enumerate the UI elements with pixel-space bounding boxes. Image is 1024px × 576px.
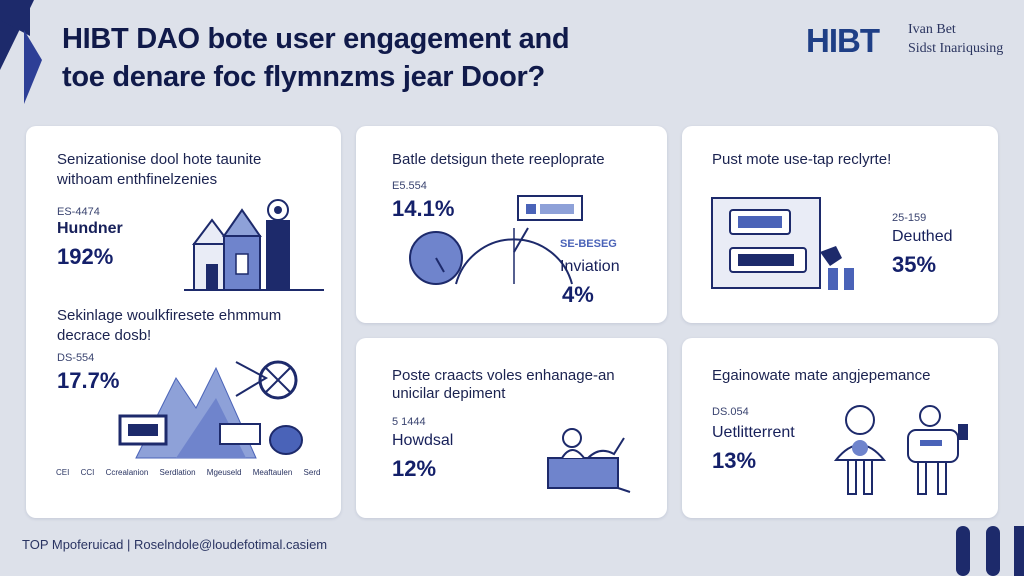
card5-code: DS.054 xyxy=(712,406,749,418)
mountain-landscape-icon xyxy=(118,360,303,459)
card1-percent-1: 192% xyxy=(57,244,114,269)
dashboard-screen-icon xyxy=(711,197,854,290)
card4-heading-line-2: unicilar depiment xyxy=(392,385,506,402)
card4-heading-line-1: Poste craacts voles enhanage-an xyxy=(392,367,615,384)
card1-heading-line-4: decrace dosb! xyxy=(57,327,152,344)
card5-percent: 13% xyxy=(712,448,757,473)
person-at-desk-icon xyxy=(547,428,631,493)
page-title: HIBT DAO bote user engagement and toe de… xyxy=(62,20,570,96)
card1-legend: CEI CCI Ccrealanion Serdlation Mgeuseld … xyxy=(56,468,336,477)
card1-heading-line-3: Sekinlage woulkfiresete ehmmum xyxy=(57,307,282,324)
card-engagement-left: Senizationise dool hote taunite withoam … xyxy=(26,126,341,518)
card1-code-1: ES-4474 xyxy=(57,206,100,218)
brand-subtitle-line-1: Ivan Bet xyxy=(908,22,956,37)
card1-percent-2: 17.7% xyxy=(57,368,120,393)
title-line-2: toe denare foc flymnzms jear Door? xyxy=(62,61,545,93)
gauge-chart-icon xyxy=(409,195,583,285)
church-building-icon xyxy=(184,199,324,291)
card3-percent: 35% xyxy=(892,252,937,277)
two-people-icon xyxy=(833,405,968,495)
card2-tag: SE-BESEG xyxy=(560,238,617,250)
card3-code: 25-159 xyxy=(892,212,927,224)
card2-percent-2: 4% xyxy=(562,282,594,307)
card1-heading-line-2: withoam enthfinelzenies xyxy=(57,171,218,188)
card4-percent: 12% xyxy=(392,456,437,481)
card-engagement-right-top: Pust mote use-tap reclyrte! 25-159 Deuth… xyxy=(682,126,998,323)
brand-subtitle: Ivan Bet Sidst Inariqusing xyxy=(908,20,1003,58)
card5-heading: Egainowate mate angjepemance xyxy=(712,367,931,384)
card4-code: 5 1444 xyxy=(392,416,426,428)
card3-heading: Pust mote use-tap reclyrte! xyxy=(712,151,892,168)
card1-heading-line-1: Senizationise dool hote taunite xyxy=(57,151,262,168)
card4-label: Howdsal xyxy=(392,432,454,449)
card5-label: Uetlitterrent xyxy=(712,424,795,441)
card-engagement-right-bottom: Egainowate mate angjepemance DS.054 Uetl… xyxy=(682,338,998,518)
legend-item: CCI xyxy=(80,468,95,477)
legend-item: Meaftaulen xyxy=(252,468,293,477)
card-engagement-center-bottom: Poste craacts voles enhanage-an unicilar… xyxy=(356,338,667,518)
corner-bars-decoration xyxy=(956,526,1024,576)
card2-label: Inviation xyxy=(560,258,620,275)
brand-subtitle-line-2: Sidst Inariqusing xyxy=(908,41,1004,56)
brand-logo: HIBT xyxy=(806,22,880,59)
card2-heading: Batle detsigun thete reeploprate xyxy=(392,151,605,168)
card1-code-2: DS-554 xyxy=(57,352,95,364)
legend-item: CEI xyxy=(56,468,70,477)
card2-percent-1: 14.1% xyxy=(392,196,455,221)
legend-item: Serdlation xyxy=(159,468,196,477)
title-line-1: HIBT DAO bote user engagement and xyxy=(62,23,570,55)
card2-code: E5.554 xyxy=(392,180,427,192)
legend-item: Mgeuseld xyxy=(206,468,242,477)
card-engagement-center-top: Batle detsigun thete reeploprate E5.554 … xyxy=(356,126,667,323)
legend-item: Serd xyxy=(303,468,321,477)
card1-label-1: Hundner xyxy=(57,220,123,237)
corner-stripe-decoration xyxy=(0,0,42,104)
footer-contact: TOP Mpoferuicad | Roselndole@loudefotima… xyxy=(22,537,328,552)
legend-item: Ccrealanion xyxy=(105,468,149,477)
card3-label: Deuthed xyxy=(892,228,953,245)
